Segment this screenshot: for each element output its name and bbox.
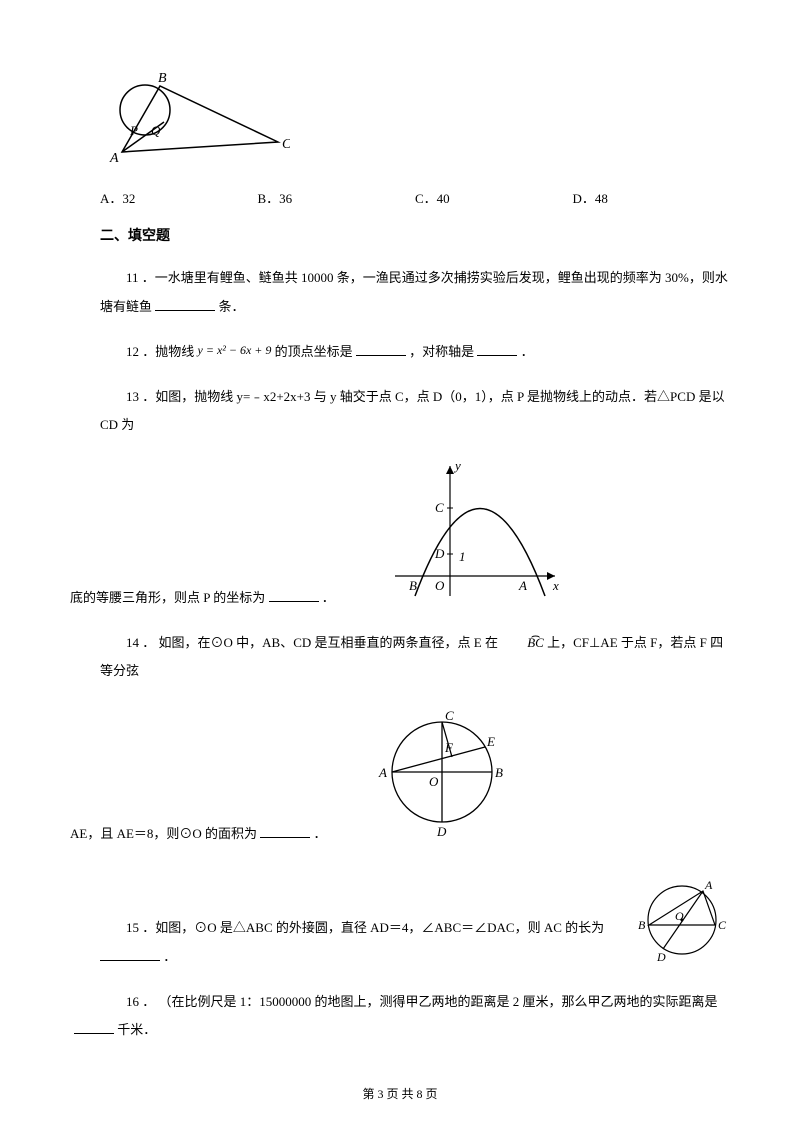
q12-post: ． bbox=[521, 344, 534, 359]
option-b: B．36 bbox=[258, 189, 416, 210]
q11-post: 条． bbox=[219, 299, 245, 314]
q10-options: A．32 B．36 C．40 D．48 bbox=[100, 189, 730, 210]
q14-line2-pre: AE，且 AE＝8，则⊙O 的面积为 bbox=[70, 826, 257, 841]
q14-F: F bbox=[444, 740, 454, 755]
label-C: C bbox=[282, 137, 290, 152]
q13-C: C bbox=[435, 500, 444, 515]
q14-A: A bbox=[378, 765, 387, 780]
q15-B: B bbox=[638, 918, 646, 932]
question-14-row: AE，且 AE＝8，则⊙O 的面积为 ． A B C D E F O bbox=[70, 702, 730, 849]
q14-B: B bbox=[495, 765, 503, 780]
q12-formula: y = x² − 6x + 9 bbox=[198, 343, 272, 357]
q14-E: E bbox=[486, 734, 495, 749]
label-P: P bbox=[129, 123, 138, 138]
q14-chart: A B C D E F O bbox=[367, 702, 517, 849]
q13-A: A bbox=[518, 578, 527, 593]
q13-blank bbox=[269, 589, 319, 602]
q13-line2-post: ． bbox=[322, 590, 335, 605]
q14-O: O bbox=[429, 774, 439, 789]
q15-A: A bbox=[704, 878, 713, 892]
q14-C: C bbox=[445, 708, 454, 723]
q14-line2-post: ． bbox=[314, 826, 327, 841]
q13-D: D bbox=[434, 546, 445, 561]
q12-mid2: ，对称轴是 bbox=[409, 344, 474, 359]
q16-blank bbox=[74, 1021, 114, 1034]
question-15-row: 15 ．如图，⊙O 是△ABC 的外接圆，直径 AD＝4，∠ABC＝∠DAC，则… bbox=[100, 875, 730, 972]
section-2-title: 二、填空题 bbox=[100, 226, 730, 248]
question-11: 11 ．一水塘里有鲤鱼、鲢鱼共 10000 条，一渔民通过多次捕捞实验后发现，鲤… bbox=[100, 264, 730, 321]
q15-pre: 15 ．如图，⊙O 是△ABC 的外接圆，直径 AD＝4，∠ABC＝∠DAC，则… bbox=[126, 920, 604, 935]
q13-B: B bbox=[409, 578, 417, 593]
q12-pre: 12 ．抛物线 bbox=[126, 344, 198, 359]
q14-pre: 14 ． 如图，在⊙O 中，AB、CD 是互相垂直的两条直径，点 E 在 bbox=[126, 635, 498, 650]
q12-mid: 的顶点坐标是 bbox=[275, 344, 353, 359]
q13-chart: x y C D 1 O B A bbox=[385, 456, 565, 613]
question-16: 16 ． （在比例尺是 1：15000000 的地图上，测得甲乙两地的距离是 2… bbox=[100, 988, 730, 1045]
option-d: D．48 bbox=[573, 189, 731, 210]
q15-blank bbox=[100, 948, 160, 961]
q15-C: C bbox=[718, 918, 727, 932]
q15-chart: A B C D O bbox=[635, 875, 730, 972]
q11-blank bbox=[155, 298, 215, 311]
q15-D: D bbox=[656, 950, 666, 964]
option-c: C．40 bbox=[415, 189, 573, 210]
q13-y: y bbox=[453, 458, 461, 473]
label-A: A bbox=[109, 151, 119, 166]
q14-arc: BC bbox=[501, 629, 544, 658]
q16-pre: 16 ． （在比例尺是 1：15000000 的地图上，测得甲乙两地的距离是 2… bbox=[126, 994, 718, 1009]
q13-line2-pre: 底的等腰三角形，则点 P 的坐标为 bbox=[70, 590, 265, 605]
q16-post: 千米． bbox=[117, 1022, 156, 1037]
q14-D: D bbox=[436, 824, 447, 839]
page-footer: 第 3 页 共 8 页 bbox=[0, 1085, 800, 1104]
question-12: 12 ．抛物线 y = x² − 6x + 9 的顶点坐标是 ，对称轴是 ． bbox=[100, 337, 730, 367]
q13-O: O bbox=[435, 578, 445, 593]
q13-x: x bbox=[552, 578, 559, 593]
q10-figure: B A C P Q bbox=[100, 70, 730, 177]
question-13-row: 底的等腰三角形，则点 P 的坐标为 ． x y C D 1 O B A bbox=[70, 456, 730, 613]
q14-blank bbox=[260, 825, 310, 838]
q13-one: 1 bbox=[459, 549, 466, 564]
label-Q: Q bbox=[151, 123, 161, 138]
option-a: A．32 bbox=[100, 189, 258, 210]
q15-post: ． bbox=[163, 949, 176, 964]
question-14-line1: 14 ． 如图，在⊙O 中，AB、CD 是互相垂直的两条直径，点 E 在 BC … bbox=[100, 629, 730, 686]
label-B: B bbox=[158, 71, 167, 86]
q12-blank2 bbox=[477, 343, 517, 356]
question-13-line1: 13 ．如图，抛物线 y=﹣x2+2x+3 与 y 轴交于点 C，点 D（0，1… bbox=[100, 383, 730, 440]
q12-blank1 bbox=[356, 343, 406, 356]
